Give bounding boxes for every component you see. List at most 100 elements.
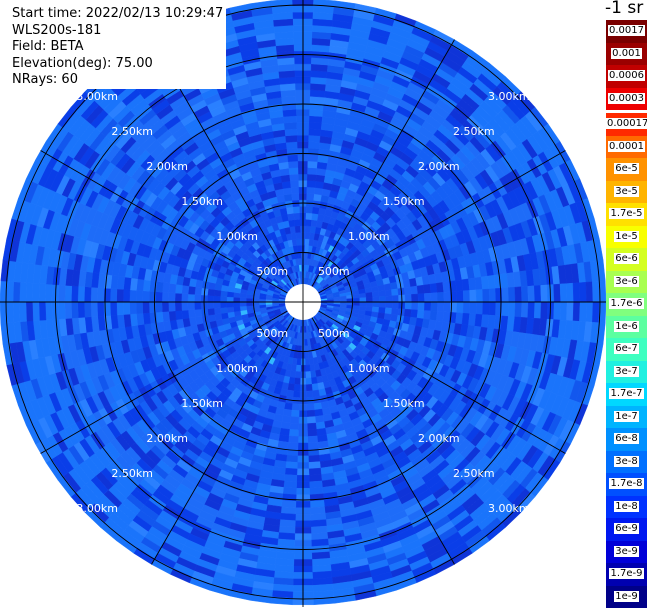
range-bin <box>386 302 393 308</box>
range-bin <box>290 423 299 430</box>
nrays: NRays: 60 <box>0 72 226 89</box>
range-bin <box>65 285 72 302</box>
range-bin <box>521 286 528 302</box>
colorbar-cell: 1e-5 <box>606 226 647 249</box>
colorbar-cell: 3e-8 <box>606 451 647 474</box>
range-bin <box>289 429 299 436</box>
range-bin <box>515 302 522 317</box>
range-bin <box>310 96 325 103</box>
colorbar-label: 0.0006 <box>608 70 645 81</box>
range-bin <box>285 468 297 475</box>
range-label: 1.50km <box>383 195 425 208</box>
range-bin <box>309 122 322 129</box>
colorbar-cell: 1.7e-7 <box>606 383 647 406</box>
range-bin <box>307 404 315 411</box>
range-bin <box>508 287 515 302</box>
range-bin <box>424 302 431 311</box>
range-bin <box>283 487 297 494</box>
range-bin <box>291 187 299 194</box>
range-bin <box>305 371 311 378</box>
range-bin <box>283 188 292 196</box>
colorbar-label: 0.0001 <box>608 141 645 152</box>
start-time: Start time: 2022/02/13 10:29:47 <box>0 6 226 23</box>
range-bin <box>489 289 496 303</box>
range-bin <box>309 481 322 488</box>
colorbar-label: 1e-5 <box>614 231 639 242</box>
range-label: 3.00km <box>76 502 118 515</box>
range-bin <box>117 302 124 315</box>
range-bin <box>19 282 26 302</box>
range-bin <box>282 96 297 103</box>
range-bin <box>312 384 319 391</box>
range-bin <box>424 284 431 293</box>
colorbar-cell: 1e-7 <box>606 406 647 429</box>
range-bin <box>310 500 325 507</box>
range-bin <box>310 507 325 515</box>
range-label: 3.00km <box>488 90 530 103</box>
range-bin <box>188 302 195 310</box>
range-bin <box>295 226 301 233</box>
range-bin <box>279 526 295 534</box>
colorbar-label: 1.7e-9 <box>609 568 643 579</box>
range-bin <box>259 302 266 305</box>
range-bin <box>290 417 299 424</box>
range-bin <box>233 297 240 302</box>
range-bin <box>136 302 143 314</box>
colorbar-label: 0.0003 <box>608 93 645 104</box>
range-bin <box>405 302 412 310</box>
range-bin <box>411 310 418 318</box>
range-bin <box>430 283 437 293</box>
colorbar-label: 3e-6 <box>614 276 639 287</box>
range-bin <box>307 410 315 417</box>
range-bin <box>305 359 310 366</box>
range-bin <box>32 283 39 302</box>
range-label: 2.50km <box>453 467 495 480</box>
range-bin <box>175 302 182 311</box>
range-bin <box>360 298 367 302</box>
range-bin <box>307 423 316 430</box>
range-bin <box>246 306 253 310</box>
range-bin <box>444 292 451 302</box>
range-bin <box>404 287 411 295</box>
range-bin <box>314 409 323 417</box>
colorbar-label: 0.001 <box>611 48 642 59</box>
range-bin <box>227 307 234 313</box>
colorbar-cell: 3e-6 <box>606 271 647 294</box>
range-bin <box>308 155 319 162</box>
range-label: 1.00km <box>216 362 258 375</box>
range-bin <box>227 302 234 307</box>
range-bin <box>39 284 46 302</box>
range-bin <box>294 213 300 220</box>
range-bin <box>359 293 366 298</box>
colorbar-cell: 1.7e-8 <box>606 473 647 496</box>
range-bin <box>58 285 65 302</box>
range-bin <box>233 306 240 311</box>
range-bin <box>304 339 307 346</box>
range-label: 2.00km <box>418 160 460 173</box>
range-bin <box>19 302 26 322</box>
range-bin <box>282 500 297 507</box>
colorbar-cell: 1.7e-5 <box>606 203 647 226</box>
range-label: 1.50km <box>383 397 425 410</box>
range-label: 3.00km <box>76 90 118 103</box>
range-bin <box>7 302 14 323</box>
range-bin <box>291 410 299 417</box>
range-label: 1.50km <box>181 397 223 410</box>
range-bin <box>84 302 91 317</box>
range-bin <box>181 302 188 311</box>
range-bin <box>130 302 137 314</box>
colorbar-cell: 6e-8 <box>606 428 647 451</box>
range-bin <box>307 193 315 200</box>
range-bin <box>214 290 221 297</box>
colorbar-cell: 6e-9 <box>606 518 647 541</box>
colorbar-label: 6e-6 <box>614 253 639 264</box>
range-bin <box>431 302 438 311</box>
range-bin <box>168 302 175 311</box>
colorbar-label: 1.7e-7 <box>609 388 643 399</box>
range-bin <box>411 294 418 302</box>
range-bin <box>457 291 464 302</box>
range-bin <box>353 294 360 298</box>
range-bin <box>296 232 301 239</box>
range-bin <box>366 297 373 302</box>
